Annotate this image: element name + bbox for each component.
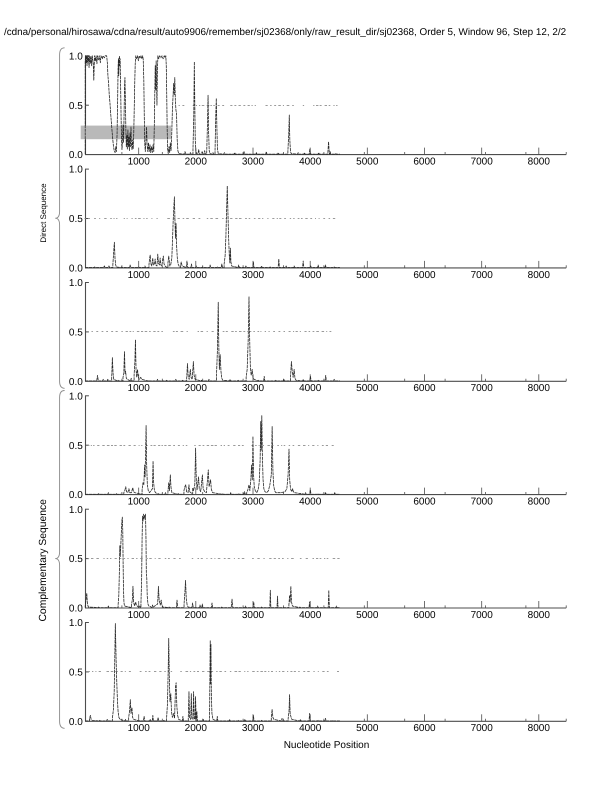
svg-text:2000: 2000 (185, 383, 208, 394)
svg-text:0.5: 0.5 (69, 214, 83, 225)
svg-text:4000: 4000 (299, 723, 322, 734)
svg-text:1.0: 1.0 (69, 391, 83, 402)
svg-text:4000: 4000 (299, 610, 322, 621)
svg-text:3000: 3000 (242, 497, 265, 508)
svg-text:8000: 8000 (528, 497, 551, 508)
svg-text:8000: 8000 (528, 723, 551, 734)
svg-text:1000: 1000 (128, 723, 151, 734)
svg-text:0.5: 0.5 (69, 101, 83, 112)
svg-text:/cdna/personal/hirosawa/cdna/r: /cdna/personal/hirosawa/cdna/result/auto… (4, 27, 566, 38)
svg-text:Complementary Sequence: Complementary Sequence (38, 499, 49, 622)
svg-text:7000: 7000 (471, 157, 494, 168)
svg-text:8000: 8000 (528, 383, 551, 394)
svg-text:6000: 6000 (413, 610, 436, 621)
svg-text:3000: 3000 (242, 270, 265, 281)
svg-text:7000: 7000 (471, 497, 494, 508)
svg-text:0.0: 0.0 (69, 604, 83, 615)
svg-text:7000: 7000 (471, 270, 494, 281)
svg-text:3000: 3000 (242, 157, 265, 168)
svg-text:7000: 7000 (471, 723, 494, 734)
svg-text:4000: 4000 (299, 383, 322, 394)
svg-text:5000: 5000 (356, 497, 379, 508)
svg-text:2000: 2000 (185, 610, 208, 621)
svg-text:0.5: 0.5 (69, 668, 83, 679)
svg-text:Direct Sequence: Direct Sequence (39, 183, 48, 243)
svg-text:1000: 1000 (128, 270, 151, 281)
svg-text:5000: 5000 (356, 723, 379, 734)
svg-text:0.0: 0.0 (69, 150, 83, 161)
svg-text:0.0: 0.0 (69, 264, 83, 275)
svg-text:6000: 6000 (413, 157, 436, 168)
svg-text:0.0: 0.0 (69, 490, 83, 501)
svg-text:6000: 6000 (413, 270, 436, 281)
svg-text:0.5: 0.5 (69, 441, 83, 452)
svg-text:0.0: 0.0 (69, 377, 83, 388)
svg-text:Nucleotide Position: Nucleotide Position (284, 740, 370, 751)
svg-text:1.0: 1.0 (69, 505, 83, 516)
svg-text:1.0: 1.0 (69, 278, 83, 289)
svg-text:2000: 2000 (185, 723, 208, 734)
svg-text:6000: 6000 (413, 383, 436, 394)
svg-text:1000: 1000 (128, 157, 151, 168)
svg-text:0.0: 0.0 (69, 717, 83, 728)
svg-text:0.5: 0.5 (69, 328, 83, 339)
svg-text:5000: 5000 (356, 157, 379, 168)
svg-text:6000: 6000 (413, 497, 436, 508)
svg-text:3000: 3000 (242, 723, 265, 734)
svg-text:4000: 4000 (299, 270, 322, 281)
svg-text:2000: 2000 (185, 270, 208, 281)
svg-text:4000: 4000 (299, 157, 322, 168)
svg-text:7000: 7000 (471, 610, 494, 621)
svg-text:2000: 2000 (185, 157, 208, 168)
svg-text:1000: 1000 (128, 497, 151, 508)
svg-text:5000: 5000 (356, 383, 379, 394)
svg-text:6000: 6000 (413, 723, 436, 734)
svg-text:3000: 3000 (242, 610, 265, 621)
svg-text:2000: 2000 (185, 497, 208, 508)
svg-text:8000: 8000 (528, 157, 551, 168)
svg-text:0.5: 0.5 (69, 554, 83, 565)
svg-text:4000: 4000 (299, 497, 322, 508)
svg-text:8000: 8000 (528, 270, 551, 281)
svg-text:7000: 7000 (471, 383, 494, 394)
svg-text:1.0: 1.0 (69, 618, 83, 629)
svg-text:5000: 5000 (356, 270, 379, 281)
svg-text:1.0: 1.0 (69, 165, 83, 176)
svg-text:1000: 1000 (128, 610, 151, 621)
svg-text:5000: 5000 (356, 610, 379, 621)
svg-text:1.0: 1.0 (69, 51, 83, 62)
svg-text:1000: 1000 (128, 383, 151, 394)
svg-text:8000: 8000 (528, 610, 551, 621)
svg-text:3000: 3000 (242, 383, 265, 394)
